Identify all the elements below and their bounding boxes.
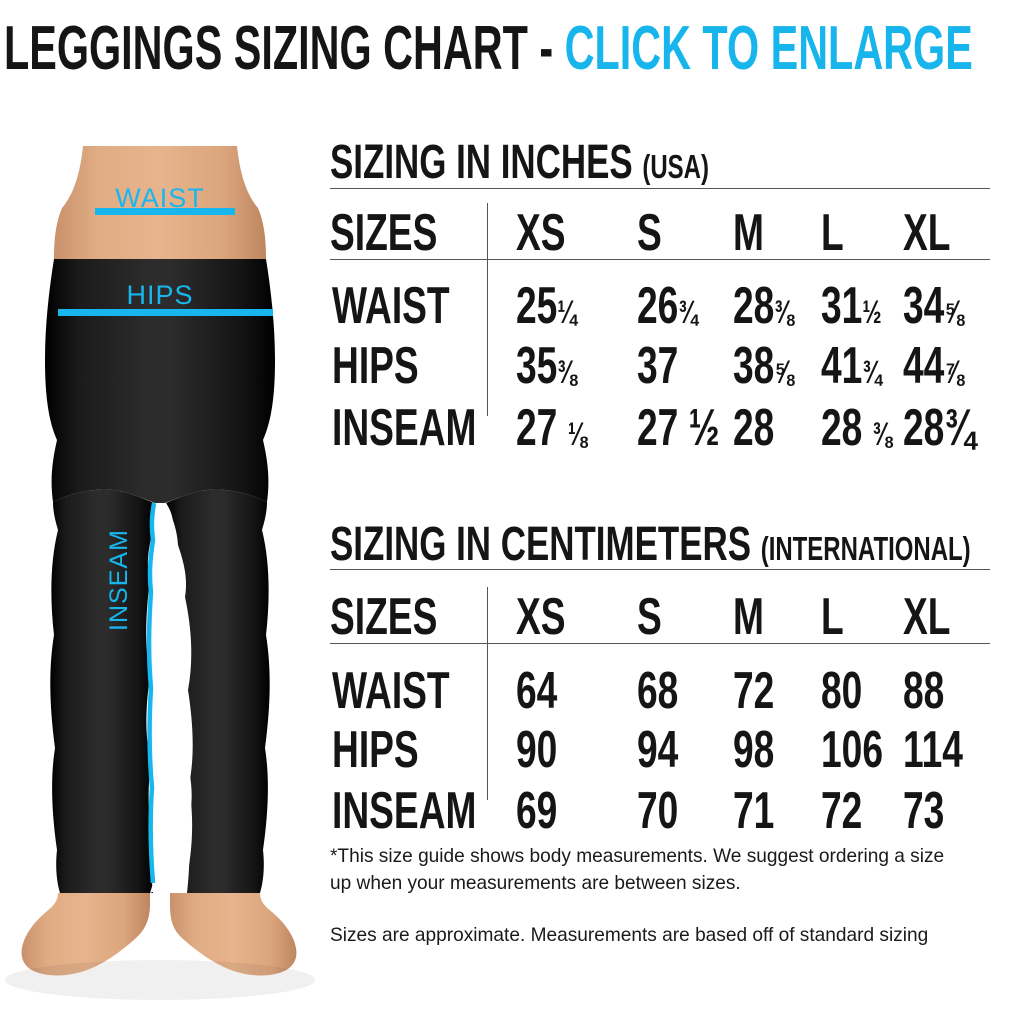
svg-text:INSEAM: INSEAM [105,529,133,631]
svg-text:WAIST: WAIST [115,183,205,213]
svg-text:HIPS: HIPS [126,280,193,310]
